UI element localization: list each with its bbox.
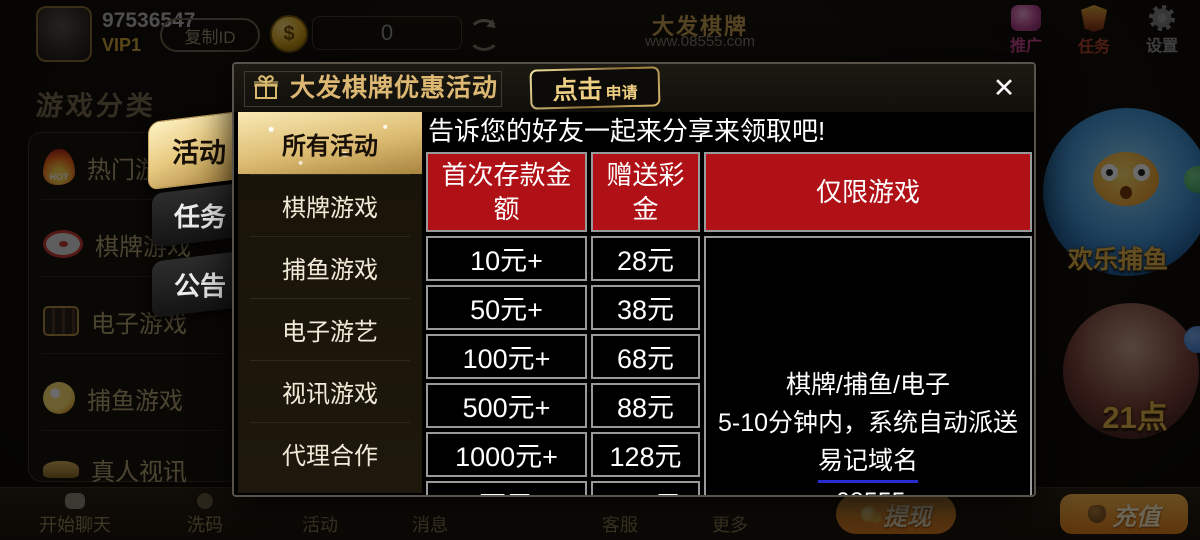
deposit-cell: 500元+	[426, 383, 587, 428]
modal-title: 大发棋牌优惠活动	[290, 74, 499, 102]
category-all-activities[interactable]: 所有活动	[238, 112, 422, 174]
apply-label-sub: 申请	[605, 84, 638, 103]
bonus-cell: 288元	[591, 481, 700, 495]
games-info-cell: 棋牌/捕鱼/电子 5-10分钟内，系统自动派送 易记域名 www.08555.c…	[704, 236, 1032, 495]
bonus-cell: 128元	[591, 432, 700, 477]
category-board-games[interactable]: 棋牌游戏	[238, 174, 422, 236]
tab-label: 活动	[172, 137, 226, 168]
col-header-bonus: 赠送彩金	[591, 152, 700, 232]
promo-notice: 告诉您的好友一起来分享来领取吧!	[428, 116, 826, 146]
bonus-cell: 68元	[591, 334, 700, 379]
category-agent-coop[interactable]: 代理合作	[238, 422, 422, 484]
modal-content: 告诉您的好友一起来分享来领取吧! 首次存款金额 赠送彩金 仅限游戏 棋牌/捕鱼/…	[422, 112, 1034, 495]
category-live-games[interactable]: 视讯游戏	[238, 360, 422, 422]
bonus-cell: 38元	[591, 285, 700, 330]
close-icon[interactable]: ✕	[992, 72, 1016, 103]
tab-label: 公告	[173, 270, 226, 301]
bonus-cell: 28元	[591, 236, 700, 281]
bonus-cell: 88元	[591, 383, 700, 428]
title-frame	[244, 71, 502, 107]
games-line1: 棋牌/捕鱼/电子	[786, 371, 950, 399]
gift-icon	[254, 75, 278, 99]
category-fishing-games[interactable]: 捕鱼游戏	[238, 236, 422, 298]
col-header-games: 仅限游戏	[704, 152, 1032, 232]
deposit-cell: 100元+	[426, 334, 587, 379]
modal-header: 大发棋牌优惠活动 点击 申请 ✕	[234, 64, 1034, 112]
deposit-cell: 1万元+	[426, 481, 587, 495]
deposit-cell: 1000元+	[426, 432, 587, 477]
promotions-modal: 大发棋牌优惠活动 点击 申请 ✕ 所有活动 棋牌游戏 捕鱼游戏 电子游艺 视讯游…	[232, 62, 1036, 497]
col-header-deposit: 首次存款金额	[426, 152, 587, 232]
promo-table: 首次存款金额 赠送彩金 仅限游戏 棋牌/捕鱼/电子 5-10分钟内，系统自动派送…	[426, 152, 1032, 495]
tab-label: 任务	[173, 201, 226, 232]
games-line2: 5-10分钟内，系统自动派送	[717, 409, 1019, 437]
modal-category-list: 所有活动 棋牌游戏 捕鱼游戏 电子游艺 视讯游戏 代理合作	[238, 112, 422, 493]
category-slot-games[interactable]: 电子游艺	[238, 298, 422, 360]
deposit-cell: 50元+	[426, 285, 587, 330]
apply-label-main: 点击	[552, 75, 603, 106]
domain-link[interactable]: 易记域名	[817, 442, 918, 483]
domain-url-link[interactable]: www.08555.com	[776, 483, 959, 495]
apply-button[interactable]: 点击 申请	[529, 66, 661, 110]
deposit-cell: 10元+	[426, 236, 587, 281]
